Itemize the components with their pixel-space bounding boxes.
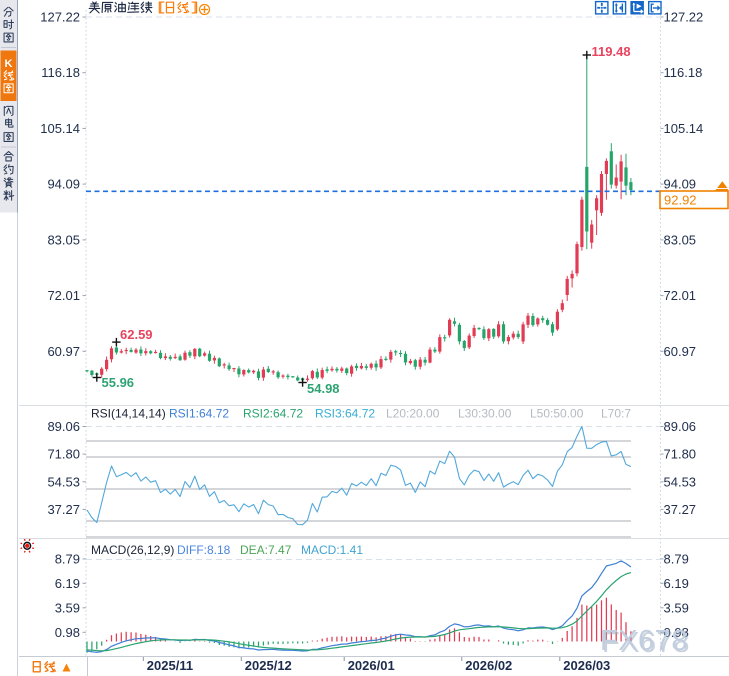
svg-text:54.98: 54.98 [307,381,340,396]
svg-text:L30:30.00: L30:30.00 [458,407,512,421]
svg-text:54.53: 54.53 [47,474,80,489]
svg-text:60.97: 60.97 [664,344,697,359]
svg-text:0.98: 0.98 [664,625,689,640]
svg-text:RSI3:64.72: RSI3:64.72 [315,407,375,421]
svg-text:3.59: 3.59 [55,600,80,615]
svg-text:RSI2:64.72: RSI2:64.72 [243,407,303,421]
svg-text:8.79: 8.79 [664,551,689,566]
svg-text:83.05: 83.05 [47,232,80,247]
svg-text:L50:50.00: L50:50.00 [530,407,584,421]
svg-text:FX678: FX678 [602,627,690,659]
svg-text:DEA:7.47: DEA:7.47 [240,543,292,557]
svg-text:116.18: 116.18 [41,65,80,80]
svg-text:RSI1:64.72: RSI1:64.72 [169,407,229,421]
svg-text:8.79: 8.79 [55,551,80,566]
svg-text:72.01: 72.01 [47,288,80,303]
svg-text:60.97: 60.97 [47,344,80,359]
svg-text:0.98: 0.98 [55,625,80,640]
svg-text:L20:20.00: L20:20.00 [386,407,440,421]
svg-text:105.14: 105.14 [664,121,704,136]
svg-text:89.06: 89.06 [664,419,697,434]
svg-text:127.22: 127.22 [40,10,80,25]
svg-text:FX678: FX678 [600,625,688,657]
svg-text:116.18: 116.18 [664,65,703,80]
svg-text:71.80: 71.80 [47,447,80,462]
svg-text:92.92: 92.92 [664,193,697,208]
svg-text:71.80: 71.80 [664,447,697,462]
svg-text:37.27: 37.27 [664,502,697,517]
svg-text:83.05: 83.05 [664,232,697,247]
svg-text:3.59: 3.59 [664,600,689,615]
svg-text:2025/11: 2025/11 [147,658,193,673]
svg-text:2026/02: 2026/02 [465,658,512,673]
svg-text:94.09: 94.09 [664,177,697,192]
svg-text:94.09: 94.09 [47,177,80,192]
svg-text:119.48: 119.48 [592,44,631,59]
svg-text:37.27: 37.27 [47,502,80,517]
svg-text:89.06: 89.06 [47,419,80,434]
svg-text:K: K [5,58,13,70]
svg-text:6.19: 6.19 [664,576,689,591]
svg-text:72.01: 72.01 [664,288,697,303]
svg-text:2026/03: 2026/03 [563,658,610,673]
svg-text:2025/12: 2025/12 [245,658,292,673]
svg-text:RSI(14,14,14): RSI(14,14,14) [91,407,166,421]
svg-text:2026/01: 2026/01 [348,658,395,673]
svg-text:MACD(26,12,9): MACD(26,12,9) [91,543,174,557]
svg-text:127.22: 127.22 [664,10,704,25]
svg-text:54.53: 54.53 [664,474,697,489]
svg-text:62.59: 62.59 [120,327,153,342]
svg-text:MACD:1.41: MACD:1.41 [301,543,363,557]
svg-text:55.96: 55.96 [102,375,135,390]
svg-text:L70:7: L70:7 [601,407,631,421]
svg-text:DIFF:8.18: DIFF:8.18 [177,543,231,557]
svg-text:6.19: 6.19 [55,576,80,591]
svg-text:105.14: 105.14 [40,121,80,136]
